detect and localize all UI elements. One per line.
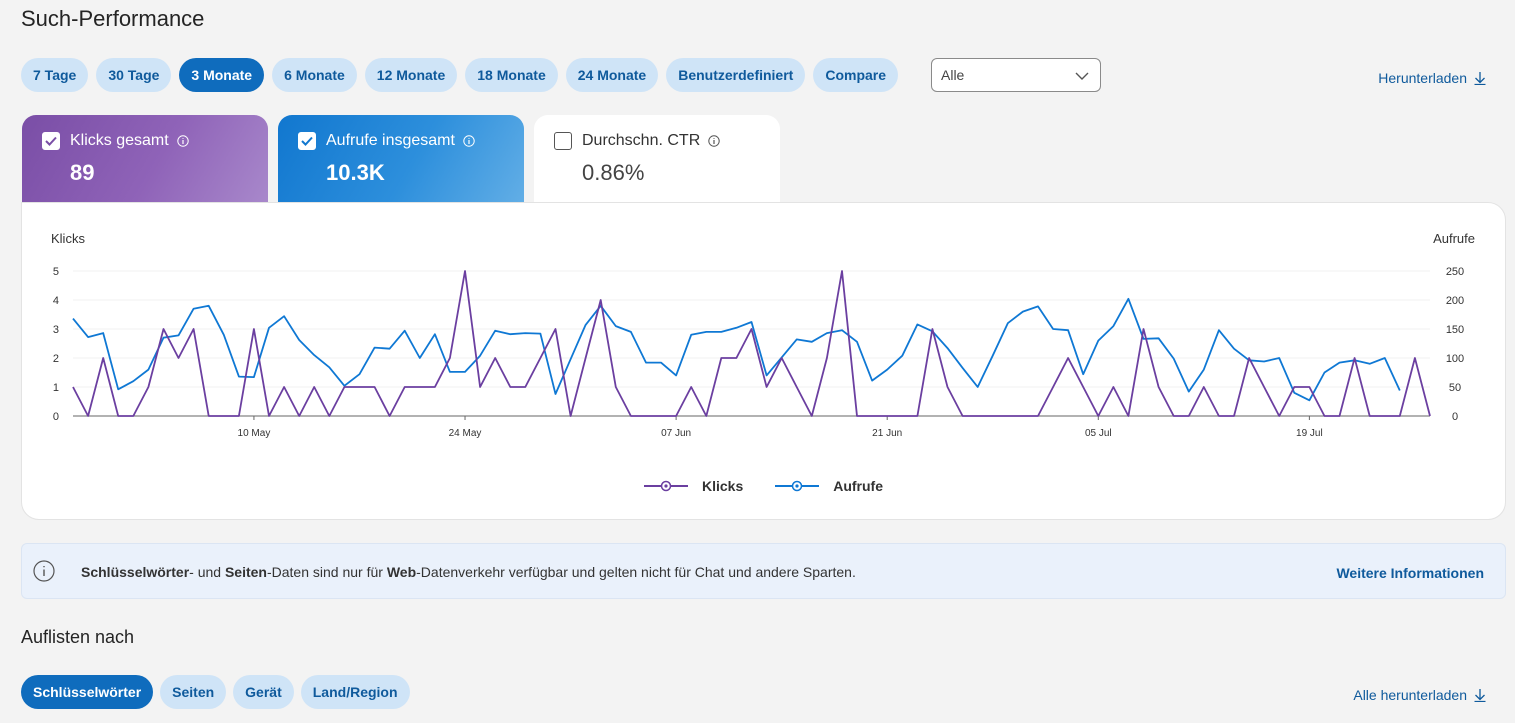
notice-pages: Seiten [224,564,267,580]
download-all-button[interactable]: Alle herunterladen [1353,687,1486,703]
views-checkbox[interactable] [298,132,316,150]
left-tick-label: 5 [53,266,59,278]
clicks-series-line [72,270,1431,417]
views-series-line [72,297,1401,402]
views-metric-value: 10.3K [326,160,385,185]
range-6-months-pill[interactable]: 6 Monate [272,58,357,92]
left-tick-label: 1 [53,382,59,394]
notice-web: Web [386,564,417,580]
list-by-device-pill[interactable]: Gerät [233,675,294,709]
filter-select-value: Alle [941,67,965,83]
more-info-link[interactable]: Weitere Informationen [1336,565,1484,581]
x-tick-label: 10 May [238,428,271,439]
range-30-days-pill[interactable]: 30 Tage [96,58,172,92]
list-by-title: Auflisten nach [21,627,135,647]
left-tick-label: 2 [53,353,59,365]
legend-views-label: Aufrufe [833,478,884,494]
info-icon[interactable] [463,135,475,147]
range-compare-pill[interactable]: Compare [813,58,899,92]
left-axis-title: Klicks [51,231,85,246]
x-tick-label: 07 Jun [661,428,691,439]
list-by-country-pill[interactable]: Land/Region [300,675,410,709]
notice-text-part: -Datenverkehr verfügbar und gelten nicht… [416,564,856,580]
clicks-checkbox[interactable] [42,132,60,150]
clicks-metric-label: Klicks gesamt [70,132,169,149]
filter-select[interactable]: Alle [931,58,1101,92]
info-icon[interactable] [708,135,720,147]
chart-panel: Klicks Aufrufe 0 0 1 50 2 100 3 150 4 200 5 250 10 May… [21,202,1506,520]
notice-text: Schlüsselwörter- und Seiten-Daten sind n… [81,564,856,580]
download-button[interactable]: Herunterladen [1378,70,1486,86]
legend-views-marker-icon [775,480,820,492]
left-tick-label: 4 [53,295,59,307]
info-notice: Schlüsselwörter- und Seiten-Daten sind n… [21,543,1506,599]
clicks-metric-value: 89 [70,160,95,185]
ctr-checkbox[interactable] [554,132,572,150]
legend-item-views[interactable]: Aufrufe [775,478,883,494]
range-12-months-pill[interactable]: 12 Monate [364,58,458,92]
x-tick-label: 19 Jul [1296,428,1323,439]
info-icon[interactable] [177,135,189,147]
x-tick-label: 21 Jun [872,428,902,439]
check-icon [45,136,57,146]
download-icon [1474,72,1486,85]
x-tick-label: 24 May [449,428,482,439]
list-by-pages-pill[interactable]: Seiten [160,675,227,709]
legend-clicks-label: Klicks [701,478,744,494]
chevron-down-icon [1075,72,1089,80]
right-tick-label: 150 [1446,324,1464,336]
right-tick-label: 0 [1452,411,1458,423]
range-18-months-pill[interactable]: 18 Monate [465,58,558,92]
legend-clicks-marker-icon [643,480,688,492]
notice-text-part: -Daten sind nur für [266,564,387,580]
right-tick-label: 50 [1449,382,1461,394]
ctr-metric-value: 0.86% [582,160,645,185]
range-24-months-pill[interactable]: 24 Monate [565,58,659,92]
legend-item-clicks[interactable]: Klicks [643,478,744,494]
list-by-pills: Schlüsselwörter Seiten Gerät Land/Region [21,675,410,709]
notice-keywords: Schlüsselwörter [81,564,190,580]
metric-card-ctr[interactable]: Durchschn. CTR 0.86% [534,115,780,202]
download-label: Herunterladen [1378,70,1467,86]
range-pills: 7 Tage 30 Tage 3 Monate 6 Monate 12 Mona… [21,58,899,92]
right-tick-label: 100 [1446,353,1464,365]
left-tick-label: 0 [53,411,59,423]
views-metric-label: Aufrufe insgesamt [326,132,455,149]
metric-card-clicks[interactable]: Klicks gesamt 89 [22,115,268,202]
list-by-keywords-pill[interactable]: Schlüsselwörter [21,675,154,709]
right-axis-title: Aufrufe [1433,231,1475,246]
range-3-months-pill[interactable]: 3 Monate [179,58,265,92]
range-7-days-pill[interactable]: 7 Tage [21,58,89,92]
info-circle-icon [33,560,55,582]
notice-text-part: - und [189,564,225,580]
right-tick-label: 200 [1446,295,1464,307]
range-custom-pill[interactable]: Benutzerdefiniert [666,58,806,92]
right-tick-label: 250 [1446,266,1464,278]
check-icon [301,136,313,146]
x-tick-label: 05 Jul [1085,428,1112,439]
left-tick-label: 3 [53,324,59,336]
page-title: Such-Performance [21,6,205,31]
download-all-label: Alle herunterladen [1353,687,1467,703]
ctr-metric-label: Durchschn. CTR [582,132,701,149]
chart-legend: Klicks Aufrufe [22,478,1505,494]
download-icon [1474,689,1486,702]
metric-card-views[interactable]: Aufrufe insgesamt 10.3K [278,115,524,202]
